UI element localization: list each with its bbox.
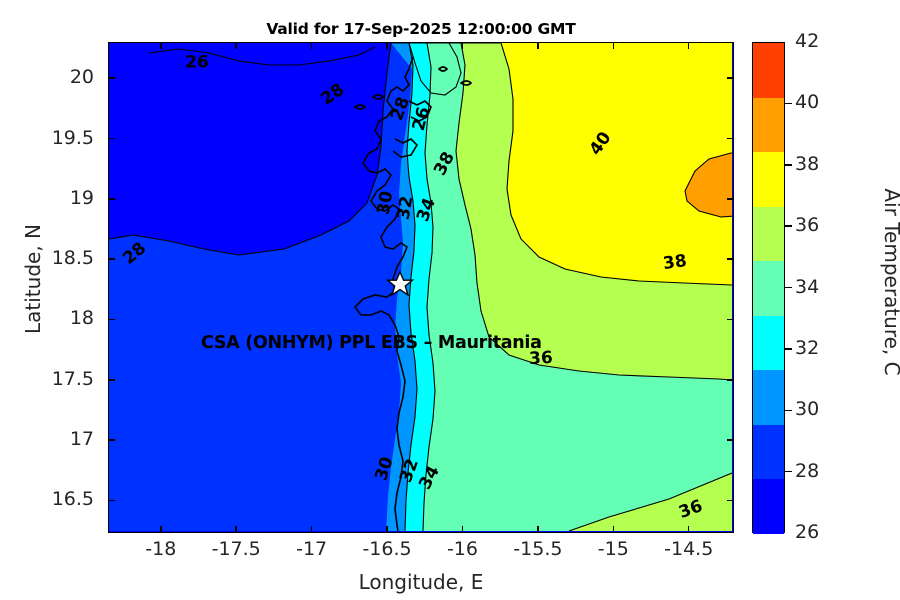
y-tick-label-16.5: 16.5 [51, 488, 94, 511]
x-tick-label--15.5: -15.5 [513, 538, 563, 560]
colorbar-tick-label-32: 32 [795, 336, 820, 359]
x-tick-label--15: -15 [597, 538, 629, 560]
y-tick-right-20 [727, 77, 734, 79]
colorbar-tick-label-38: 38 [795, 152, 820, 175]
y-tick-label-18: 18 [69, 307, 94, 330]
y-tick-17.5 [108, 379, 115, 381]
y-tick-20 [108, 77, 115, 79]
x-tick-top--15 [612, 42, 615, 49]
colorbar-band-3 [753, 315, 784, 371]
x-tick--15 [612, 526, 615, 533]
y-tick-right-19.5 [727, 137, 734, 140]
colorbar-tick-label-36: 36 [795, 214, 820, 237]
contour-label-30-5: 30 [373, 189, 398, 217]
x-tick-top--14.5 [687, 42, 690, 49]
contour-label-26-0: 26 [185, 52, 209, 73]
y-tick-18 [108, 318, 115, 321]
y-tick-right-17.5 [727, 379, 734, 381]
x-tick-label--17.5: -17.5 [211, 538, 261, 560]
colorbar-tick-40 [785, 102, 792, 105]
x-tick--14.5 [687, 526, 690, 533]
x-tick-label--14.5: -14.5 [664, 538, 714, 560]
y-tick-19.5 [108, 137, 115, 140]
x-tick--16 [461, 526, 464, 533]
y-tick-18.5 [108, 258, 115, 260]
colorbar-tick-28 [785, 470, 792, 473]
colorbar-tick-36 [785, 225, 792, 227]
x-tick-top--16 [461, 42, 464, 49]
colorbar-title: Air Temperature, C [880, 188, 900, 375]
x-tick-top--18 [160, 42, 162, 49]
y-tick-19 [108, 198, 115, 200]
colorbar-tick-label-40: 40 [795, 91, 820, 114]
colorbar-tick-label-42: 42 [795, 30, 820, 52]
x-tick-top--17 [310, 42, 313, 49]
y-tick-label-19: 19 [69, 186, 94, 209]
x-tick-label--18: -18 [145, 538, 177, 560]
y-tick-label-20: 20 [69, 66, 94, 89]
colorbar-band-0 [753, 479, 784, 534]
colorbar-tick-30 [785, 409, 792, 411]
y-tick-16.5 [108, 499, 115, 502]
colorbar[interactable] [752, 42, 785, 534]
x-tick-label--16: -16 [446, 538, 478, 560]
y-tick-label-18.5: 18.5 [51, 247, 94, 270]
colorbar-tick-32 [785, 348, 792, 350]
y-tick-right-18 [727, 318, 734, 321]
x-tick--15.5 [537, 526, 539, 533]
y-tick-label-19.5: 19.5 [51, 126, 94, 149]
colorbar-tick-label-26: 26 [795, 521, 820, 543]
x-tick-top--17.5 [235, 42, 237, 49]
colorbar-band-5 [753, 206, 784, 262]
colorbar-band-8 [753, 43, 784, 98]
contour-label-38-10: 38 [661, 250, 689, 275]
colorbar-tick-label-28: 28 [795, 459, 820, 482]
station-star [385, 270, 415, 297]
contour-map[interactable]: 26 28 28 26 28 30 32 34 38 40 38 36 30 32 34 36 CSA (ON… [108, 42, 734, 533]
y-tick-17 [108, 439, 115, 441]
colorbar-tick-38 [785, 164, 792, 166]
x-tick--17.5 [235, 526, 237, 533]
y-tick-right-17 [727, 439, 734, 441]
y-tick-label-17.5: 17.5 [51, 367, 94, 390]
x-tick-label--16.5: -16.5 [362, 538, 412, 560]
y-tick-right-16.5 [727, 499, 734, 502]
y-tick-right-19 [727, 198, 734, 200]
x-tick-label--17: -17 [296, 538, 328, 560]
colorbar-band-1 [753, 424, 784, 480]
y-tick-label-17: 17 [69, 428, 94, 451]
x-tick--17 [310, 526, 313, 533]
colorbar-band-6 [753, 152, 784, 207]
x-axis-title: Longitude, E [358, 570, 484, 594]
x-tick--16.5 [386, 526, 388, 533]
colorbar-band-7 [753, 97, 784, 153]
colorbar-tick-label-34: 34 [795, 275, 820, 298]
x-tick-top--16.5 [386, 42, 388, 49]
colorbar-tick-34 [785, 286, 792, 289]
station-label: CSA (ONHYM) PPL EBS – Mauritania [201, 333, 542, 353]
x-tick--18 [160, 526, 162, 533]
colorbar-tick-label-30: 30 [795, 398, 820, 421]
y-axis-title: Latitude, N [21, 224, 45, 334]
figure-title: Valid for 17-Sep-2025 12:00:00 GMT [266, 20, 576, 38]
colorbar-band-2 [753, 370, 784, 425]
contour-surface [109, 43, 732, 531]
x-tick-top--15.5 [537, 42, 539, 49]
y-tick-right-18.5 [727, 258, 734, 260]
colorbar-band-4 [753, 261, 784, 316]
